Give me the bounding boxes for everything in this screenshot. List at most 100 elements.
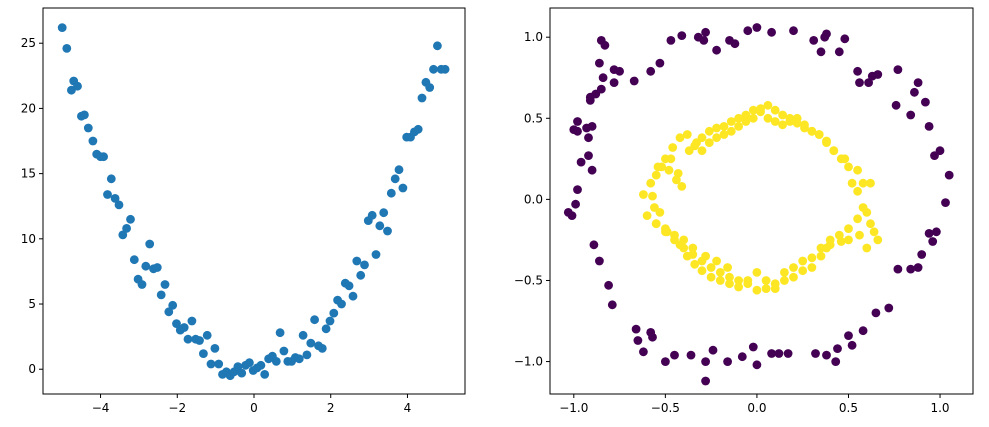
right-data-point <box>688 243 698 253</box>
right-data-point <box>573 126 582 136</box>
right-data-point <box>770 117 780 126</box>
right-y-tick-label: 0.5 <box>524 111 543 125</box>
right-scatter-plot: −1.0 −0.5 0.0 0.5 1.0 −1.0 −0.5 0.0 0.5 1.0 <box>514 7 974 415</box>
right-data-point <box>831 357 841 366</box>
right-data-point <box>584 133 593 143</box>
left-data-point <box>329 308 339 318</box>
left-data-point <box>195 336 204 345</box>
right-data-point <box>866 219 875 229</box>
right-data-point <box>701 27 710 37</box>
right-data-point <box>639 347 648 357</box>
right-data-point <box>847 178 857 188</box>
right-data-point <box>807 253 817 263</box>
right-data-point <box>651 170 661 180</box>
right-data-point <box>767 349 776 358</box>
right-data-point <box>844 331 853 340</box>
right-data-point <box>697 133 707 143</box>
left-data-point <box>310 315 319 325</box>
right-data-point <box>840 154 850 164</box>
left-data-point <box>348 291 358 301</box>
left-data-point <box>306 338 316 348</box>
left-data-point <box>168 300 178 310</box>
left-data-point <box>425 83 435 92</box>
left-data-point <box>156 290 166 300</box>
left-data-point <box>360 260 369 270</box>
right-data-point <box>573 185 582 195</box>
left-data-point <box>88 136 98 146</box>
right-data-point <box>763 113 773 123</box>
left-data-point <box>126 214 135 224</box>
right-data-point <box>664 165 674 175</box>
right-data-point <box>780 276 789 285</box>
right-data-point <box>763 100 773 110</box>
left-data-point <box>164 307 174 317</box>
right-data-point <box>748 113 758 123</box>
left-data-point <box>390 174 400 184</box>
right-data-point <box>944 170 954 180</box>
right-data-point <box>651 219 661 229</box>
right-data-point <box>761 284 771 293</box>
right-data-point <box>783 349 793 358</box>
right-data-point <box>798 266 808 276</box>
left-data-point <box>114 200 124 210</box>
right-data-point <box>809 36 819 45</box>
right-data-point <box>661 154 670 164</box>
right-data-point <box>591 89 601 99</box>
left-x-tick-label: 4 <box>404 401 412 415</box>
left-data-point <box>433 41 442 51</box>
right-data-point <box>607 300 617 310</box>
right-data-point <box>706 272 716 282</box>
right-data-point <box>675 133 685 143</box>
right-data-point <box>752 360 762 370</box>
left-data-point <box>137 280 147 289</box>
right-data-point <box>807 126 817 136</box>
right-data-point <box>596 36 606 45</box>
right-data-point <box>884 303 894 313</box>
right-data-point <box>712 123 721 133</box>
right-data-point <box>906 110 916 120</box>
right-y-tick-label: −0.5 <box>514 273 543 287</box>
right-data-point <box>734 282 743 292</box>
right-data-point <box>633 336 643 345</box>
right-x-tick-label: 0.0 <box>747 401 766 415</box>
right-data-point <box>704 138 714 148</box>
right-data-point <box>567 211 577 221</box>
right-data-point <box>730 39 740 49</box>
right-data-point <box>748 105 758 115</box>
right-data-point <box>853 214 862 224</box>
right-data-point <box>741 117 751 126</box>
right-data-point <box>582 123 591 133</box>
right-data-point <box>891 100 901 110</box>
right-data-point <box>743 276 753 285</box>
left-data-point <box>294 354 304 364</box>
right-data-point <box>778 110 787 120</box>
right-data-point <box>639 190 648 199</box>
right-data-point <box>840 34 850 44</box>
right-y-tick-label: 1.0 <box>524 30 543 44</box>
right-data-point <box>701 357 710 366</box>
right-data-point <box>648 191 657 201</box>
right-data-point <box>833 344 842 353</box>
left-y-tick-label: 0 <box>28 362 36 376</box>
right-data-point <box>816 251 826 261</box>
left-data-point <box>62 44 72 53</box>
left-data-point <box>210 344 220 353</box>
right-data-point <box>682 251 692 261</box>
right-data-point <box>829 146 839 156</box>
right-data-point <box>712 133 721 143</box>
right-data-point <box>834 230 844 240</box>
right-data-point <box>595 58 604 68</box>
right-data-point <box>932 227 941 237</box>
right-y-tick-label: −1.0 <box>514 355 543 369</box>
left-data-point <box>298 330 308 340</box>
right-data-point <box>642 211 652 221</box>
right-data-point <box>855 230 864 240</box>
right-data-point <box>723 263 732 272</box>
right-data-point <box>867 71 877 81</box>
right-data-point <box>789 263 798 272</box>
right-data-point <box>677 182 687 191</box>
right-data-point <box>866 178 875 188</box>
right-data-point <box>858 178 868 188</box>
left-data-point <box>394 165 404 175</box>
right-data-point <box>631 324 641 334</box>
